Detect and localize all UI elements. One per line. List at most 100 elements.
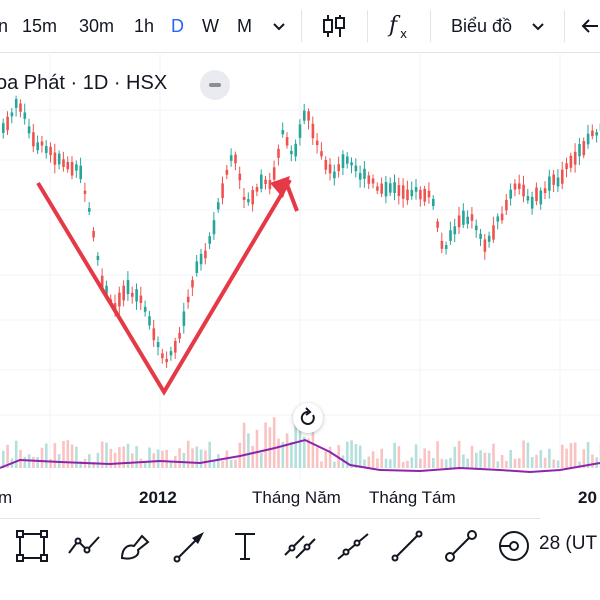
chevron-down-icon[interactable] (271, 19, 287, 35)
candle-body (328, 164, 332, 174)
timezone-label[interactable]: 28 (UT (539, 533, 598, 554)
parallel-channel-tool-icon[interactable] (282, 528, 318, 564)
volume-bar (156, 449, 160, 468)
text-tool-icon[interactable] (227, 528, 263, 564)
interval-partial[interactable]: n (0, 16, 9, 36)
volume-bar (221, 460, 224, 468)
volume-bar (565, 448, 568, 468)
chevron-down-icon[interactable] (530, 19, 546, 35)
volume-bar (165, 449, 168, 468)
volume-bar (315, 447, 319, 468)
candle-body (406, 189, 409, 201)
candle-body (10, 112, 14, 117)
candle-body (27, 126, 31, 134)
timezone-circle-icon[interactable] (496, 528, 532, 564)
candle-body (290, 150, 293, 155)
candle-body (96, 255, 100, 260)
volume-bar (208, 441, 211, 468)
volume-bar (401, 461, 405, 468)
candle-body (281, 130, 285, 135)
volume-bar (298, 426, 302, 468)
volume-bar (88, 454, 91, 468)
x-axis-label: m (0, 488, 13, 507)
brush-tool-icon[interactable] (118, 528, 154, 564)
candle-body (66, 161, 70, 170)
interval-1h[interactable]: 1h (134, 16, 155, 36)
candle-body (500, 213, 504, 221)
volume-bar (539, 450, 543, 468)
extended-line-tool-icon[interactable] (443, 528, 479, 564)
interval-1w[interactable]: W (202, 16, 219, 36)
arrow-tool-icon[interactable] (172, 528, 208, 564)
volume-bar (500, 455, 504, 468)
candle-body (195, 261, 199, 273)
candle-body (393, 182, 396, 193)
v-annotation-arrowhead-stroke (284, 181, 299, 212)
candle-body (40, 141, 44, 146)
interval-1d[interactable]: D (171, 16, 184, 36)
candle-body (285, 137, 289, 146)
svg-text:f: f (387, 13, 401, 38)
symbol-legend[interactable]: oa Phát · 1D · HSX (0, 72, 168, 94)
interval-15m[interactable]: 15m (22, 16, 58, 36)
ray-tool-icon[interactable] (335, 528, 371, 564)
candle-body (242, 196, 246, 200)
collapse-legend-button[interactable] (200, 70, 230, 100)
price-chart[interactable] (0, 52, 600, 517)
volume-bar (423, 448, 426, 468)
candle-body (466, 216, 469, 224)
reset-chart-button[interactable] (293, 403, 323, 433)
volume-bar (217, 454, 220, 468)
x-axis-label: 2012 (139, 488, 177, 507)
candle-body (363, 168, 366, 179)
volume-bar (135, 446, 138, 468)
interval-1m[interactable]: M (237, 16, 252, 36)
x-axis-label: Tháng Năm (252, 488, 341, 507)
candle-body (470, 214, 474, 221)
rectangle-tool-icon[interactable] (14, 528, 50, 564)
candle-body (247, 199, 250, 203)
volume-bar (139, 458, 143, 468)
volume-bar (118, 447, 121, 468)
candle-body (139, 295, 143, 304)
volume-bar (341, 455, 345, 468)
volume-bar (255, 429, 259, 468)
bottom-strip (0, 576, 600, 600)
candle-body (135, 289, 138, 302)
volume-bar (169, 461, 173, 468)
candle-body (92, 230, 95, 238)
volume-bar (573, 442, 577, 468)
candle-body (131, 292, 134, 297)
volume-bar (462, 454, 465, 468)
toolbar-divider (301, 10, 302, 42)
volume-bar (178, 448, 181, 468)
volume-bar (14, 440, 18, 468)
candlestick-chart-icon[interactable] (321, 13, 347, 39)
interval-30m[interactable]: 30m (79, 16, 115, 36)
candle-body (32, 132, 35, 147)
volume-bar (126, 443, 130, 468)
candle-body (105, 285, 108, 297)
candle-body (380, 183, 383, 194)
candle-body (251, 190, 254, 205)
volume-bar (543, 457, 547, 468)
candle-body (272, 167, 276, 180)
candle-body (14, 99, 18, 108)
volume-bar (475, 452, 478, 468)
volume-bar (62, 440, 65, 468)
candle-body (505, 199, 508, 211)
volume-bar (122, 446, 125, 468)
volume-bar (569, 442, 573, 468)
candle-body (234, 154, 237, 164)
volume-bar (40, 447, 44, 468)
candle-body (358, 173, 362, 180)
candle-body (165, 358, 168, 363)
candle-body (462, 210, 465, 225)
chart-pane[interactable] (0, 52, 600, 517)
trend-line-tool-icon[interactable] (389, 528, 425, 564)
undo-arrow-icon[interactable] (580, 16, 600, 36)
chart-type-label[interactable]: Biểu đồ (451, 16, 513, 36)
path-tool-icon[interactable] (66, 528, 102, 564)
volume-bar (414, 444, 418, 468)
indicators-fx-icon[interactable]: f x (386, 10, 416, 42)
